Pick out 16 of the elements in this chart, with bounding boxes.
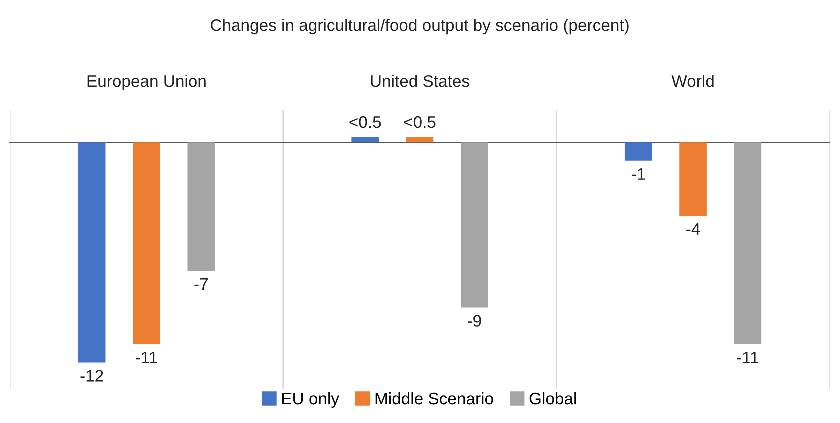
data-label: -12 xyxy=(80,370,104,382)
data-label: -11 xyxy=(737,352,759,364)
data-label: -9 xyxy=(468,315,482,327)
data-label: <0.5 xyxy=(404,116,436,128)
data-label: <0.5 xyxy=(350,116,382,128)
x-tick-label: European Union xyxy=(88,75,206,91)
chart-title: Changes in agricultural/food output by scenario (percent) xyxy=(211,19,629,35)
data-label: -4 xyxy=(686,224,700,235)
x-tick-label: United States xyxy=(371,75,470,88)
legend-label: EU only xyxy=(282,392,340,408)
data-label: -11 xyxy=(136,352,158,364)
legend-label: Middle Scenario xyxy=(376,392,494,405)
data-label: -1 xyxy=(632,168,646,180)
x-tick-label: World xyxy=(672,75,714,88)
data-label: -7 xyxy=(194,278,208,290)
legend-label: Global xyxy=(530,392,576,405)
